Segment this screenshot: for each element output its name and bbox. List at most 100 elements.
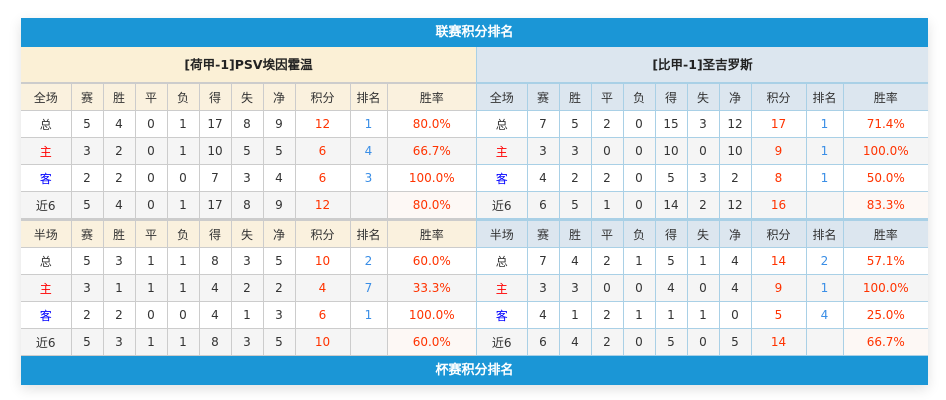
column-header: 失	[686, 83, 720, 111]
table-row: 总 7 4 2 1 5 1 4 14 2 57.1%	[477, 247, 928, 275]
column-header: 全场	[477, 83, 528, 111]
cell: 1	[134, 274, 168, 302]
cell: 2	[590, 164, 624, 192]
cell: 2	[718, 164, 752, 192]
cell: 3	[526, 274, 560, 302]
column-header: 胜	[102, 219, 136, 248]
cell: 1	[654, 301, 688, 329]
cell: 1	[622, 301, 656, 329]
standings-widget: 联赛积分排名 [荷甲-1]PSV埃因霍温 全场赛胜平负得失净积分 排名 胜率总 5 4 0…	[21, 18, 928, 385]
column-header: 负	[166, 219, 200, 248]
cell: 8	[230, 110, 264, 138]
row-label: 客	[21, 164, 72, 192]
team-name[interactable]: [比甲-1]圣吉罗斯	[477, 47, 928, 83]
row-label: 总	[477, 110, 528, 138]
table-row: 近6 6 4 2 0 5 0 5 14 66.7%	[477, 328, 928, 356]
row-label: 近6	[477, 328, 528, 356]
table-row: 近6 6 5 1 0 14 2 12 16 83.3%	[477, 191, 928, 219]
cell: 5	[262, 137, 296, 165]
cell: 12	[718, 110, 752, 138]
cell: 0	[590, 137, 624, 165]
row-label: 客	[477, 301, 528, 329]
column-header: 平	[134, 219, 168, 248]
cell: 3	[230, 328, 264, 356]
column-header: 赛	[70, 219, 104, 248]
cell: 4	[718, 274, 752, 302]
table-row: 主 3 1 1 1 4 2 2 4 7 33.3%	[21, 274, 476, 302]
column-header: 胜率	[842, 83, 928, 111]
cell: 10	[654, 137, 688, 165]
cell: 4	[654, 274, 688, 302]
win-rate-cell: 66.7%	[386, 137, 476, 165]
table-header-row: 全场赛胜平负得失净积分 排名 胜率	[477, 83, 928, 111]
cell: 4	[262, 164, 296, 192]
cell: 0	[686, 328, 720, 356]
cell: 10	[718, 137, 752, 165]
rank-cell: 7	[349, 274, 388, 302]
cell: 3	[230, 164, 264, 192]
cell: 3	[102, 247, 136, 275]
league-standings-banner[interactable]: 联赛积分排名	[21, 18, 928, 47]
rank-cell: 1	[349, 110, 388, 138]
cell: 15	[654, 110, 688, 138]
cell: 4	[558, 328, 592, 356]
win-rate-cell: 100.0%	[386, 301, 476, 329]
column-header: 平	[590, 83, 624, 111]
row-label: 客	[477, 164, 528, 192]
cell: 4	[558, 247, 592, 275]
column-header: 排名	[805, 83, 844, 111]
rank-cell: 4	[805, 301, 844, 329]
win-rate-cell: 100.0%	[386, 164, 476, 192]
team-name[interactable]: [荷甲-1]PSV埃因霍温	[21, 47, 476, 83]
rank-cell: 3	[349, 164, 388, 192]
column-header: 失	[230, 219, 264, 248]
cell: 10	[198, 137, 232, 165]
column-header: 负	[166, 83, 200, 111]
table-row: 总 5 4 0 1 17 8 9 12 1 80.0%	[21, 110, 476, 138]
column-header: 半场	[21, 219, 72, 248]
rank-cell: 1	[349, 301, 388, 329]
table-header-row: 半场赛胜平负得失净积分 排名 胜率	[21, 219, 476, 248]
cell: 1	[166, 191, 200, 219]
points-cell: 9	[750, 137, 807, 165]
cell: 2	[686, 191, 720, 219]
cell: 3	[70, 274, 104, 302]
table-row: 主 3 2 0 1 10 5 5 6 4 66.7%	[21, 137, 476, 165]
win-rate-cell: 25.0%	[842, 301, 928, 329]
cell: 1	[166, 247, 200, 275]
cup-standings-banner[interactable]: 杯赛积分排名	[21, 356, 928, 385]
cell: 3	[686, 110, 720, 138]
cell: 1	[558, 301, 592, 329]
column-header: 胜	[558, 83, 592, 111]
cell: 7	[198, 164, 232, 192]
cell: 0	[590, 274, 624, 302]
column-header: 平	[134, 83, 168, 111]
cell: 3	[262, 301, 296, 329]
cell: 0	[134, 191, 168, 219]
rank-cell: 2	[349, 247, 388, 275]
cell: 0	[686, 137, 720, 165]
cell: 4	[102, 110, 136, 138]
rank-cell: 1	[805, 110, 844, 138]
column-header: 排名	[349, 83, 388, 111]
column-header: 排名	[805, 219, 844, 248]
away-team-panel: [比甲-1]圣吉罗斯 全场赛胜平负得失净积分 排名 胜率总 7 5 2 0 15 3 12 17 1 7…	[476, 47, 928, 356]
cell: 0	[622, 110, 656, 138]
table-row: 近6 5 4 0 1 17 8 9 12 80.0%	[21, 191, 476, 219]
column-header: 胜率	[842, 219, 928, 248]
win-rate-cell: 50.0%	[842, 164, 928, 192]
points-cell: 6	[294, 301, 351, 329]
win-rate-cell: 100.0%	[842, 274, 928, 302]
win-rate-cell: 60.0%	[386, 328, 476, 356]
cell: 0	[686, 274, 720, 302]
cell: 1	[134, 247, 168, 275]
points-cell: 14	[750, 328, 807, 356]
cell: 5	[70, 191, 104, 219]
half-time-standings-table: 半场赛胜平负得失净积分 排名 胜率总 5 3 1 1 8 3 5 10 2 60.0% 主 3 1 1 1 4 2 2 4…	[21, 219, 476, 356]
cell: 6	[526, 191, 560, 219]
rank-cell	[805, 328, 844, 356]
full-time-standings-table: 全场赛胜平负得失净积分 排名 胜率总 7 5 2 0 15 3 12 17 1 71.4% 主 3 3 0 0 10…	[477, 83, 928, 219]
cell: 2	[102, 137, 136, 165]
cell: 2	[102, 301, 136, 329]
cell: 1	[166, 274, 200, 302]
